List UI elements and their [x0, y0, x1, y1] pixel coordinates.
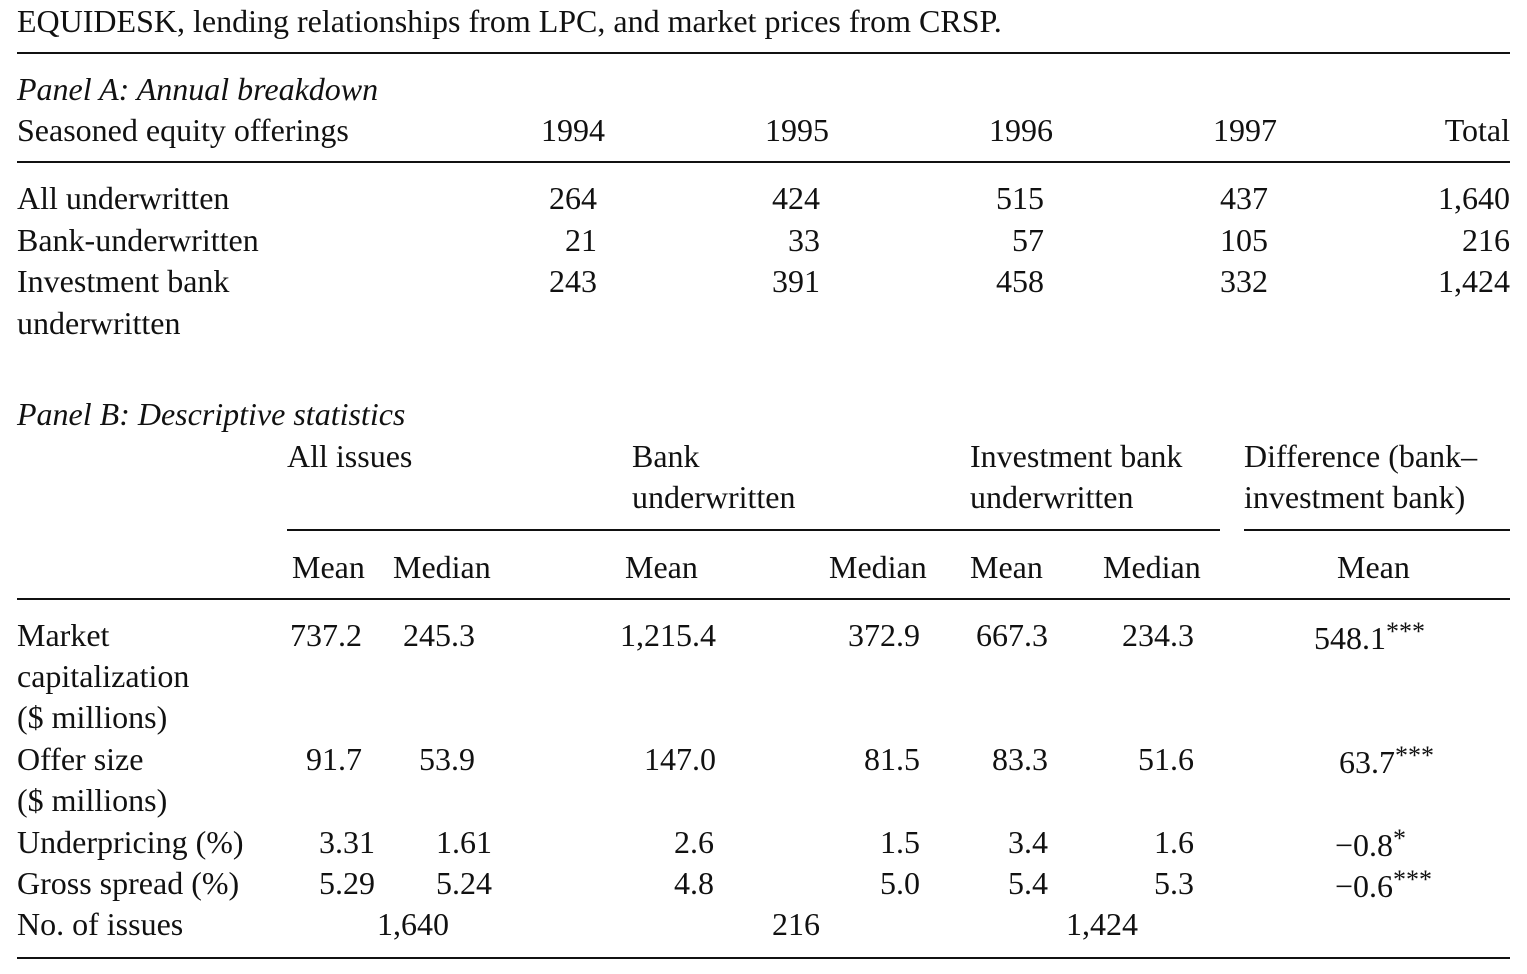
panel-b-cell: 3.31	[319, 824, 375, 860]
panel-b-subheader-mean: Mean	[970, 549, 1043, 585]
panel-b-row-label-cont: ($ millions)	[17, 699, 168, 735]
panel-b-difference-cell: 63.7***	[1339, 741, 1434, 780]
bottom-rule	[17, 957, 1510, 959]
panel-a-cell: 515	[996, 180, 1044, 216]
panel-b-row-label-cont: capitalization	[17, 658, 190, 694]
panel-b-cell: 51.6	[1138, 741, 1194, 777]
panel-a-col-1996: 1996	[989, 112, 1053, 148]
panel-a-col-total: Total	[1444, 112, 1510, 148]
panel-b-row-label: Gross spread (%)	[17, 865, 240, 901]
panel-b-group-all-issues: All issues	[287, 438, 413, 474]
panel-b-cell: 245.3	[403, 617, 475, 653]
panel-b-group-investment-bank: Investment bank	[970, 438, 1183, 474]
panel-b-subheader-mean: Mean	[1337, 549, 1410, 585]
panel-b-cell: 667.3	[976, 617, 1048, 653]
panel-b-cell: 147.0	[644, 741, 716, 777]
panel-a-col-1997: 1997	[1213, 112, 1277, 148]
panel-b-subheader-median: Median	[1103, 549, 1201, 585]
panel-b-cell: 5.29	[319, 865, 375, 901]
panel-b-difference-rule	[1244, 529, 1510, 531]
panel-b-cell: 4.8	[674, 865, 714, 901]
panel-a-cell: 458	[996, 263, 1044, 299]
panel-b-cell: 81.5	[864, 741, 920, 777]
panel-a-cell: 332	[1220, 263, 1268, 299]
panel-b-cell: 234.3	[1122, 617, 1194, 653]
panel-b-cell: 5.4	[1008, 865, 1048, 901]
panel-a-cell: 57	[1012, 222, 1044, 258]
top-rule	[17, 52, 1510, 54]
panel-b-row-label: Offer size	[17, 741, 144, 777]
panel-a-cell: 424	[772, 180, 820, 216]
panel-a-col-1994: 1994	[541, 112, 605, 148]
panel-a-row-label: Investment bank	[17, 263, 230, 299]
panel-b-cell: 5.0	[880, 865, 920, 901]
panel-b-group-investment-bank-cont: underwritten	[970, 479, 1134, 515]
panel-a-title: Panel A: Annual breakdown	[17, 71, 379, 107]
panel-b-row-label: Underpricing (%)	[17, 824, 244, 860]
panel-b-group-bank: Bank	[632, 438, 700, 474]
significance-stars: ***	[1386, 617, 1425, 646]
panel-b-header-rule	[17, 598, 1510, 600]
panel-b-subheader-mean: Mean	[292, 549, 365, 585]
panel-b-subheader-median: Median	[393, 549, 491, 585]
panel-a-row-header: Seasoned equity offerings	[17, 112, 349, 148]
panel-b-cell: 5.24	[436, 865, 492, 901]
panel-b-row-label: Market	[17, 617, 110, 653]
panel-b-cell: 1.6	[1154, 824, 1194, 860]
panel-b-group-rule	[287, 529, 1220, 531]
panel-a-cell: 105	[1220, 222, 1268, 258]
panel-a-cell: 437	[1220, 180, 1268, 216]
panel-b-subheader-mean: Mean	[625, 549, 698, 585]
panel-a-cell: 21	[565, 222, 597, 258]
panel-a-cell: 1,640	[1438, 180, 1510, 216]
panel-b-difference-cell: −0.6***	[1335, 865, 1433, 904]
panel-a-row-label: All underwritten	[17, 180, 230, 216]
panel-b-group-difference: Difference (bank–	[1244, 438, 1478, 474]
panel-b-cell: 737.2	[290, 617, 362, 653]
panel-b-cell: 372.9	[848, 617, 920, 653]
panel-b-group-bank-cont: underwritten	[632, 479, 796, 515]
panel-b-cell: 1.5	[880, 824, 920, 860]
panel-a-cell: 391	[772, 263, 820, 299]
panel-b-cell: 83.3	[992, 741, 1048, 777]
panel-b-issues-bank: 216	[772, 906, 820, 942]
panel-b-cell: 3.4	[1008, 824, 1048, 860]
panel-a-col-1995: 1995	[765, 112, 829, 148]
panel-b-issues-label: No. of issues	[17, 906, 184, 942]
panel-b-issues-investment-bank: 1,424	[1066, 906, 1138, 942]
panel-a-cell: 1,424	[1438, 263, 1510, 299]
significance-stars: *	[1393, 824, 1407, 853]
panel-a-header-rule	[17, 161, 1510, 163]
panel-b-cell: 2.6	[674, 824, 714, 860]
panel-b-row-label-cont: ($ millions)	[17, 782, 168, 818]
panel-b-difference-cell: 548.1***	[1314, 617, 1425, 656]
panel-b-cell: 1,215.4	[620, 617, 716, 653]
panel-a-cell: 33	[788, 222, 820, 258]
panel-b-difference-cell: −0.8*	[1335, 824, 1407, 863]
panel-b-cell: 1.61	[436, 824, 492, 860]
panel-a-cell: 216	[1462, 222, 1510, 258]
panel-a-cell: 243	[549, 263, 597, 299]
panel-b-cell: 5.3	[1154, 865, 1194, 901]
significance-stars: ***	[1393, 865, 1433, 894]
panel-b-issues-all: 1,640	[377, 906, 449, 942]
panel-a-cell: 264	[549, 180, 597, 216]
intro-line: EQUIDESK, lending relationships from LPC…	[17, 3, 1002, 39]
panel-b-cell: 91.7	[306, 741, 362, 777]
significance-stars: ***	[1395, 741, 1434, 770]
panel-b-cell: 53.9	[419, 741, 475, 777]
panel-b-subheader-median: Median	[829, 549, 927, 585]
panel-b-title: Panel B: Descriptive statistics	[17, 396, 406, 432]
panel-a-row-label-cont: underwritten	[17, 305, 181, 341]
panel-b-group-difference-cont: investment bank)	[1244, 479, 1466, 515]
panel-a-row-label: Bank-underwritten	[17, 222, 259, 258]
